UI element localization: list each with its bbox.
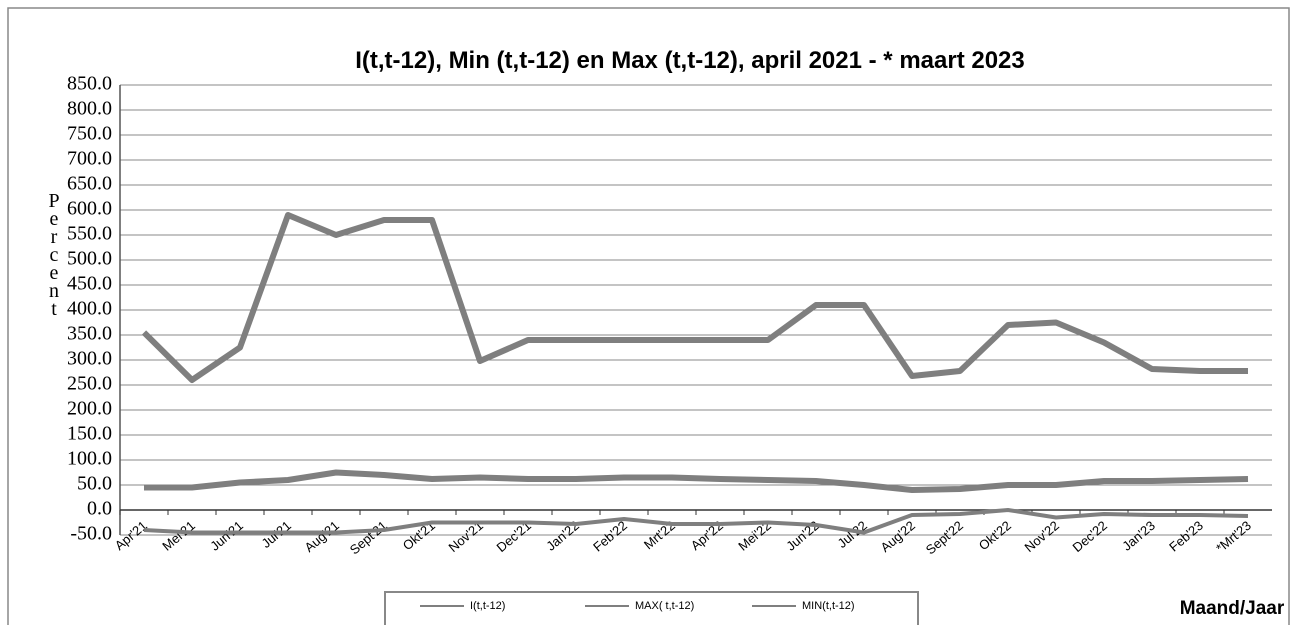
- y-tick-label: 0.0: [87, 498, 112, 520]
- y-tick-label: 700.0: [67, 148, 112, 170]
- y-tick-label: -50.0: [70, 523, 112, 545]
- y-tick-label: 600.0: [67, 198, 112, 220]
- y-tick-label: 150.0: [67, 423, 112, 445]
- legend-label: MAX( t,t-12): [635, 600, 694, 612]
- legend-label: I(t,t-12): [470, 600, 505, 612]
- y-tick-label: 850.0: [67, 73, 112, 95]
- series-line: [144, 469, 1249, 493]
- x-axis-label: Maand/Jaar: [1180, 598, 1285, 619]
- y-tick-label: 400.0: [67, 298, 112, 320]
- x-tick-label: Mei'21: [159, 518, 198, 554]
- y-tick-label: 750.0: [67, 123, 112, 145]
- y-tick-label: 450.0: [67, 273, 112, 295]
- y-tick-label: 500.0: [67, 248, 112, 270]
- x-tick-label: Sept'22: [923, 518, 966, 558]
- legend: [384, 591, 919, 625]
- x-tick-label: Dec'22: [1070, 518, 1110, 555]
- y-tick-label: 100.0: [67, 448, 112, 470]
- y-tick-label: 50.0: [77, 473, 112, 495]
- x-tick-label: Jun'21: [207, 518, 246, 554]
- chart-title: I(t,t-12), Min (t,t-12) en Max (t,t-12),…: [355, 47, 1025, 74]
- y-tick-label: 800.0: [67, 98, 112, 120]
- x-tick-label: Aug'21: [302, 518, 342, 555]
- y-tick-label: 200.0: [67, 398, 112, 420]
- x-tick-label: *Mrt'23: [1213, 518, 1254, 556]
- x-tick-label: Sept'21: [347, 518, 390, 558]
- y-tick-label: 350.0: [67, 323, 112, 345]
- y-tick-label: 550.0: [67, 223, 112, 245]
- x-tick-label: Jan'23: [1119, 518, 1158, 554]
- series-line: [143, 508, 1249, 535]
- frame: [7, 7, 1290, 625]
- y-tick-label: 300.0: [67, 348, 112, 370]
- x-tick-label: Feb'23: [1166, 518, 1206, 555]
- x-tick-label: Nov'22: [1022, 518, 1062, 555]
- y-tick-label: 650.0: [67, 173, 112, 195]
- legend-label: MIN(t,t-12): [802, 600, 855, 612]
- y-tick-label: 250.0: [67, 373, 112, 395]
- y-axis-label: Percent: [43, 190, 65, 316]
- series-line: [141, 212, 1248, 383]
